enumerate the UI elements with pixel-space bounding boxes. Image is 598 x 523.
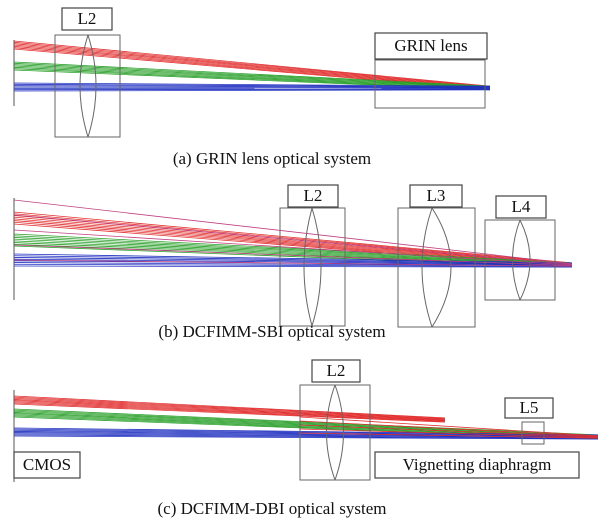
- label: Vignetting diaphragm: [403, 455, 552, 474]
- label: CMOS: [23, 455, 71, 474]
- label: GRIN lens: [394, 36, 467, 55]
- caption: (c) DCFIMM-DBI optical system: [157, 499, 386, 518]
- lens-l3: [398, 208, 475, 327]
- optical-figure: L2 GRIN lens (a) GRIN lens optical syste…: [0, 0, 598, 523]
- label: L5: [520, 398, 539, 417]
- label: L2: [304, 186, 323, 205]
- label: L2: [327, 361, 346, 380]
- lens-surface: [422, 208, 451, 327]
- caption: (b) DCFIMM-SBI optical system: [158, 322, 385, 341]
- label: L3: [427, 186, 446, 205]
- caption: (a) GRIN lens optical system: [173, 149, 371, 168]
- label: L4: [512, 197, 531, 216]
- ray: [14, 217, 572, 265]
- label: L2: [78, 9, 97, 28]
- ray: [14, 399, 445, 419]
